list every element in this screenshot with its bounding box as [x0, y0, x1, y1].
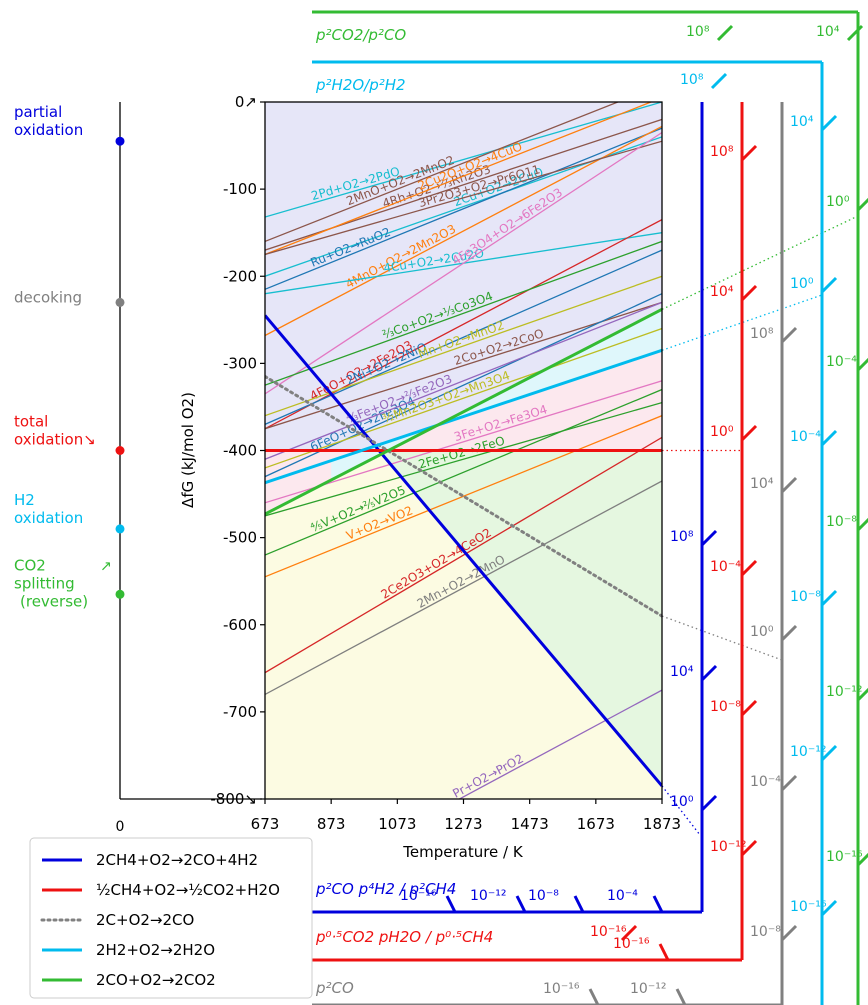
ratio-tick-label: 10⁻¹⁶ [826, 849, 863, 865]
ratio-tick-label: 10⁻⁴ [710, 559, 741, 575]
y-tick-label: -400 [223, 442, 257, 460]
x-tick-label: 1673 [577, 815, 615, 833]
ratio-tick-label: 10⁰ [710, 424, 734, 440]
ratio-tick-label: 10⁸ [710, 144, 734, 160]
ratio-tick-label: 10⁰ [670, 794, 694, 810]
x-axis-ticks: 673 873 1073 1273 1473 1673 1873 [251, 799, 681, 833]
legend-label: 2C+O2→2CO [96, 911, 194, 929]
x-tick-label: 1473 [511, 815, 549, 833]
legend: 2CH4+O2→2CO+4H2 ½CH4+O2→½CO2+H2O 2C+O2→2CO… [30, 838, 312, 998]
legend-label: 2H2+O2→2H2O [96, 941, 215, 959]
bottom-ratio-label: p²CO p⁴H2 / p²CH4 [315, 880, 456, 898]
ratio-scale: 10⁸ 10⁴ 10⁰ 10⁻⁴ 10⁻⁸ [750, 102, 796, 1005]
ratio-tick-label: 10⁴ [750, 476, 774, 492]
ratio-tick-label: 10⁻¹² [826, 684, 862, 700]
ratio-tick-label: 10⁰ [750, 624, 774, 640]
ratio-tick-label: 10⁻¹⁶ [790, 899, 827, 915]
x-axis-label: Temperature / K [402, 843, 524, 861]
ratio-tick-label: 10⁰ [826, 194, 850, 210]
ratio-tick-label: 10⁰ [790, 276, 814, 292]
left-axis-label-line2: oxidation↘ [14, 431, 96, 449]
extension-line [662, 215, 860, 309]
legend-label: ½CH4+O2→½CO2+H2O [96, 881, 280, 899]
ratio-tick-label: 10⁻¹² [630, 981, 666, 997]
left-axis-label: total [14, 413, 48, 431]
left-axis-zero-label: 0 [116, 819, 125, 835]
ratio-tick-label: 10⁴ [790, 114, 814, 130]
y-tick-label: 0↗ [235, 93, 257, 111]
left-axis-label: partial [14, 103, 62, 121]
ratio-tick-label: 10⁴ [670, 664, 694, 680]
y-tick-label: -700 [223, 703, 257, 721]
left-reaction-axis: 0 partialoxidationdecokingtotaloxidation… [14, 102, 262, 835]
ratio-tick-label: 10⁴ [710, 284, 734, 300]
left-axis-label-line2: oxidation [14, 509, 83, 527]
left-axis-arrow: ↗ [100, 558, 112, 574]
ratio-tick-label: 10⁻⁴ [826, 354, 857, 370]
ratio-tick-label: 10⁸ [750, 326, 774, 342]
left-axis-label: CO2 [14, 556, 46, 574]
ratio-tick-label: 10⁻⁸ [528, 888, 559, 904]
ratio-tick-label: 10⁴ [816, 24, 840, 40]
y-tick-label: -600 [223, 616, 257, 634]
left-axis-label: H2 [14, 491, 35, 509]
y-tick-label: -100 [223, 180, 257, 198]
left-axis-point [116, 524, 125, 533]
left-axis-label-line2: oxidation [14, 121, 83, 139]
ratio-scale: 10⁸ 10⁴ 10⁰ [670, 102, 716, 912]
bottom-ratio-label: p²CO [315, 979, 354, 997]
bottom-ratio-label: p⁰·⁵CO2 pH2O / p⁰·⁵CH4 [315, 928, 493, 946]
ratio-tick-label: 10⁸ [680, 72, 704, 88]
ratio-tick-label: 10⁻⁴ [750, 774, 781, 790]
ratio-scale-label: p²H2O/p²H2 [315, 76, 406, 94]
ratio-tick-label: 10⁻¹⁶ [613, 936, 650, 952]
x-tick-label: 1873 [643, 815, 681, 833]
left-axis-label: decoking [14, 288, 82, 306]
legend-label: 2CO+O2→2CO2 [96, 971, 216, 989]
x-tick-label: 1273 [444, 815, 482, 833]
ratio-tick-label: 10⁻¹² [470, 888, 506, 904]
x-tick-label: 673 [251, 815, 280, 833]
legend-label: 2CH4+O2→2CO+4H2 [96, 851, 258, 869]
left-axis-label-line2: splitting [14, 574, 75, 592]
ratio-tick-label: 10⁸ [686, 24, 710, 40]
ratio-scale-label: p²CO2/p²CO [315, 26, 406, 44]
ratio-tick-label: 10⁸ [670, 529, 694, 545]
ratio-tick-label: 10⁻⁸ [750, 924, 781, 940]
left-axis-point [116, 137, 125, 146]
ratio-tick-label: 10⁻¹² [710, 839, 746, 855]
left-axis-point [116, 590, 125, 599]
y-tick-label: -500 [223, 529, 257, 547]
ratio-tick-label: 10⁻⁸ [710, 699, 741, 715]
y-axis-label: ΔfG (kJ/mol O2) [179, 392, 197, 508]
ratio-tick-label: 10⁻⁴ [607, 888, 638, 904]
bottom-ratio-scale: 10⁻¹⁶ p⁰·⁵CO2 pH2O / p⁰·⁵CH4 [312, 928, 742, 960]
ratio-tick-label: 10⁻¹² [790, 744, 826, 760]
y-tick-label: -200 [223, 267, 257, 285]
y-tick-label: -300 [223, 354, 257, 372]
left-axis-label-line3: (reverse) [20, 592, 88, 610]
x-tick-label: 873 [317, 815, 346, 833]
ratio-tick-label: 10⁻¹⁶ [543, 981, 580, 997]
left-axis-point [116, 298, 125, 307]
ratio-tick-label: 10⁻⁸ [790, 589, 821, 605]
ratio-tick-label: 10⁻⁴ [790, 429, 821, 445]
ratio-tick-label: 10⁻⁸ [826, 514, 857, 530]
bottom-ratio-scale: 10⁻¹⁶ 10⁻¹² p²CO [312, 979, 782, 1005]
y-axis-ticks: 0↗-100-200-300-400-500-600-700-800↘ [210, 93, 265, 808]
left-axis-point [116, 446, 125, 455]
bottom-ratio-scale: 10⁻¹⁶ 10⁻¹² 10⁻⁸ 10⁻⁴ p²CO p⁴H2 / p²CH4 [312, 880, 702, 912]
x-tick-label: 1073 [378, 815, 416, 833]
